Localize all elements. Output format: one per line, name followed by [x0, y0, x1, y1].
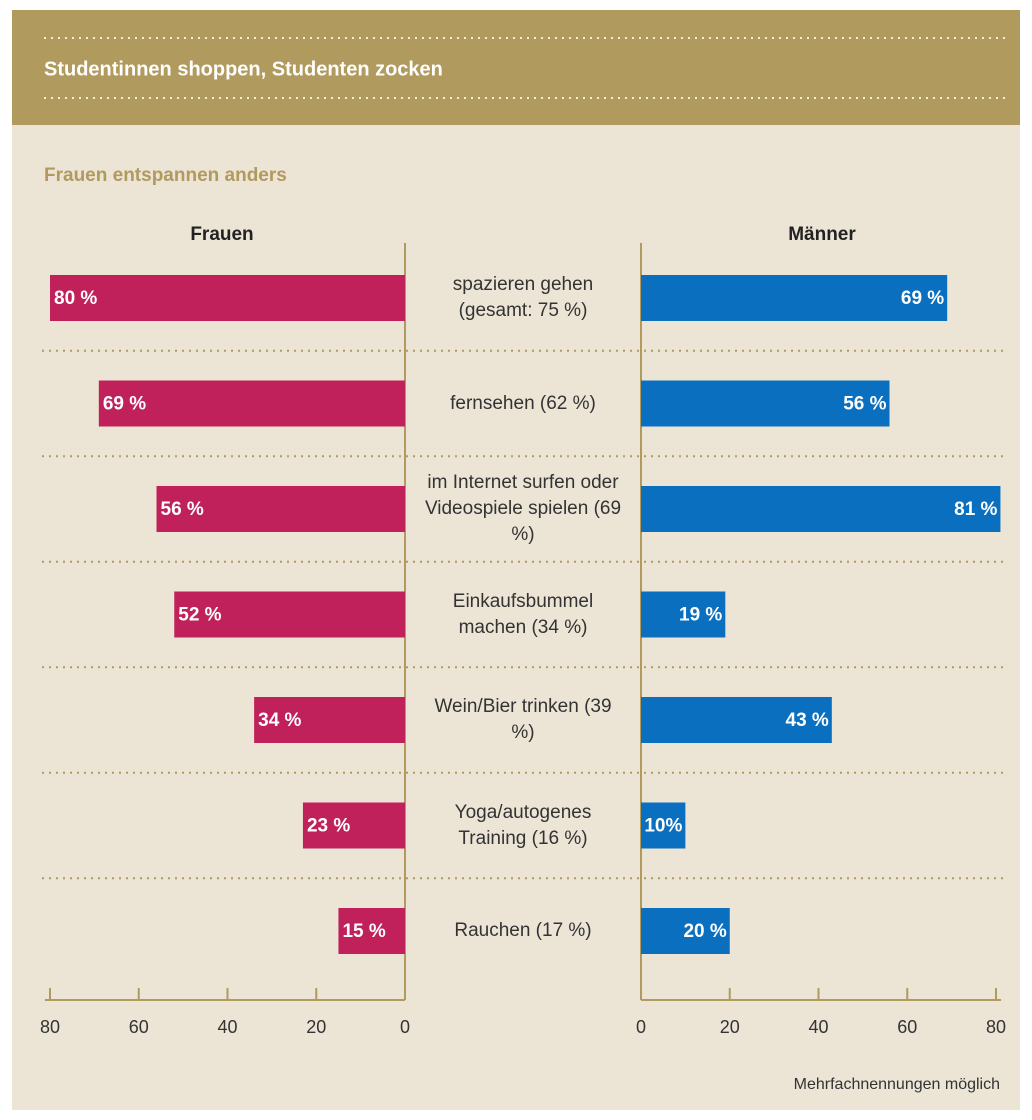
chart-title: Studentinnen shoppen, Studenten zocken: [44, 58, 443, 80]
value-label: 15 %: [342, 921, 385, 942]
bar: [641, 908, 730, 954]
note: Mehrfachnennungen möglich: [794, 1076, 1000, 1093]
x-tick-label: 40: [808, 1017, 828, 1037]
bar: [174, 591, 405, 638]
bar: [641, 380, 890, 427]
value-label: 56 %: [843, 394, 886, 415]
category-label: Wein/Bier trinken (39 %): [434, 696, 612, 743]
value-label: 69 %: [103, 394, 146, 415]
value-label: 43 %: [786, 710, 829, 731]
x-tick-label: 0: [400, 1017, 410, 1037]
value-label: 20 %: [683, 921, 726, 942]
x-tick-label: 60: [897, 1017, 917, 1037]
subtitle: Frauen entspannen anders: [44, 165, 287, 186]
value-label: 10%: [644, 816, 682, 837]
category-label: fernsehen (62 %): [450, 392, 596, 414]
bar: [302, 802, 405, 849]
series-header: Männer: [788, 224, 856, 245]
x-tick-label: 20: [306, 1017, 326, 1037]
bar: [641, 486, 1001, 532]
bar: [50, 275, 405, 321]
category-label: Yoga/autogenes Training (16 %): [454, 801, 592, 849]
value-label: 69 %: [901, 288, 944, 309]
bar: [641, 275, 948, 321]
x-tick-label: 80: [986, 1017, 1006, 1037]
bar: [254, 697, 405, 743]
series-header: Frauen: [190, 224, 253, 245]
x-tick-label: 60: [129, 1017, 149, 1037]
value-label: 34 %: [258, 710, 301, 731]
category-label: Einkaufsbummel machen (34 %): [452, 590, 594, 638]
header: [12, 10, 1020, 125]
category-label: Rauchen (17 %): [454, 920, 592, 941]
x-tick-label: 0: [636, 1017, 646, 1037]
bar: [641, 697, 832, 743]
bar: [156, 486, 405, 532]
value-label: 56 %: [161, 499, 204, 520]
x-tick-label: 40: [217, 1017, 237, 1037]
bar: [641, 591, 726, 638]
x-tick-label: 20: [720, 1017, 740, 1037]
value-label: 80 %: [54, 288, 97, 309]
category-label: im Internet surfen oder Videospiele spie…: [424, 472, 622, 545]
value-label: 52 %: [178, 605, 221, 626]
value-label: 81 %: [954, 499, 997, 520]
bar: [641, 802, 686, 849]
category-label: spazieren gehen (gesamt: 75 %): [452, 274, 594, 321]
bar: [338, 908, 405, 954]
value-label: 19 %: [679, 605, 722, 626]
bar: [98, 380, 405, 427]
x-tick-label: 80: [40, 1017, 60, 1037]
value-label: 23 %: [307, 816, 350, 837]
